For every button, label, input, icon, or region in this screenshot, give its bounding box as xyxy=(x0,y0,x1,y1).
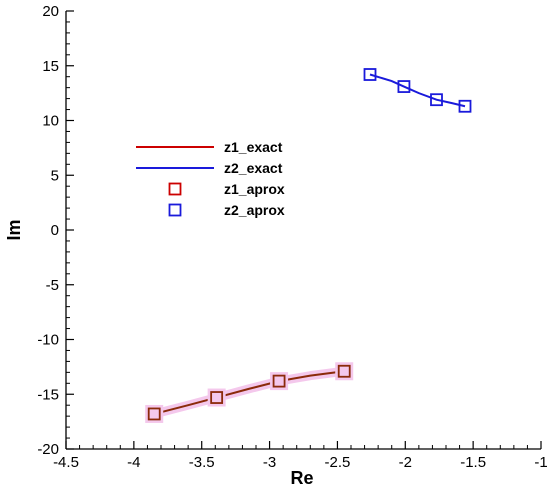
x-axis-title: Re xyxy=(290,468,313,488)
y-axis-title: Im xyxy=(4,219,24,240)
x-tick-label: -2 xyxy=(399,454,412,471)
y-tick-label: 0 xyxy=(51,222,59,239)
y-tick-label: 20 xyxy=(42,3,59,20)
z1_aprox-marker-glow xyxy=(335,362,354,381)
z1_aprox-marker-glow xyxy=(207,388,226,407)
z2_aprox-marker xyxy=(430,93,443,107)
legend-label-z2_exact: z2_exact xyxy=(224,160,283,176)
z1_aprox-marker xyxy=(337,364,351,378)
x-tick-label: -3 xyxy=(263,454,276,471)
x-tick-label: -1 xyxy=(534,454,547,471)
y-tick-label: -5 xyxy=(46,277,59,294)
z1_exact-line xyxy=(153,370,345,415)
y-tick-label: -20 xyxy=(37,441,59,458)
plot-layer xyxy=(145,68,472,423)
z2_aprox-marker xyxy=(397,80,411,93)
z1_aprox-marker-glow xyxy=(270,372,289,391)
x-tick-label: -4.5 xyxy=(53,454,79,471)
y-tick-label: -10 xyxy=(37,332,59,349)
x-tick-label: -1.5 xyxy=(460,454,486,471)
legend-label-z1_aprox: z1_aprox xyxy=(224,181,285,197)
legend-swatch-z1_aprox xyxy=(168,182,182,196)
x-tick-label: -4 xyxy=(127,454,140,471)
axes-layer: -4.5 -4 -3.5 -3 -2.5 -2 -1.5 -1 20 15 10 5 0 -5 -10 -15… xyxy=(37,3,547,471)
y-tick-label: 5 xyxy=(51,167,59,184)
legend-label-z2_aprox: z2_aprox xyxy=(224,202,285,218)
legend-swatch-z2_aprox xyxy=(168,203,182,217)
y-tick-label: -15 xyxy=(37,386,59,403)
y-tick-label: 15 xyxy=(42,58,59,75)
z1_aprox-marker-glow xyxy=(145,404,164,423)
z2_exact-line xyxy=(369,73,466,108)
z2_aprox-marker xyxy=(458,99,472,113)
legend: z1_exact z2_exact z1_aprox z2_aprox xyxy=(136,139,285,218)
x-tick-label: -2.5 xyxy=(324,454,350,471)
z1_aprox-marker xyxy=(272,374,286,388)
z1_aprox-marker xyxy=(147,407,161,421)
y-tick-label: 10 xyxy=(42,113,59,130)
legend-label-z1_exact: z1_exact xyxy=(224,139,283,155)
x-tick-label: -3.5 xyxy=(189,454,215,471)
z1_aprox-marker xyxy=(210,391,224,404)
z2_aprox-marker xyxy=(363,68,377,81)
